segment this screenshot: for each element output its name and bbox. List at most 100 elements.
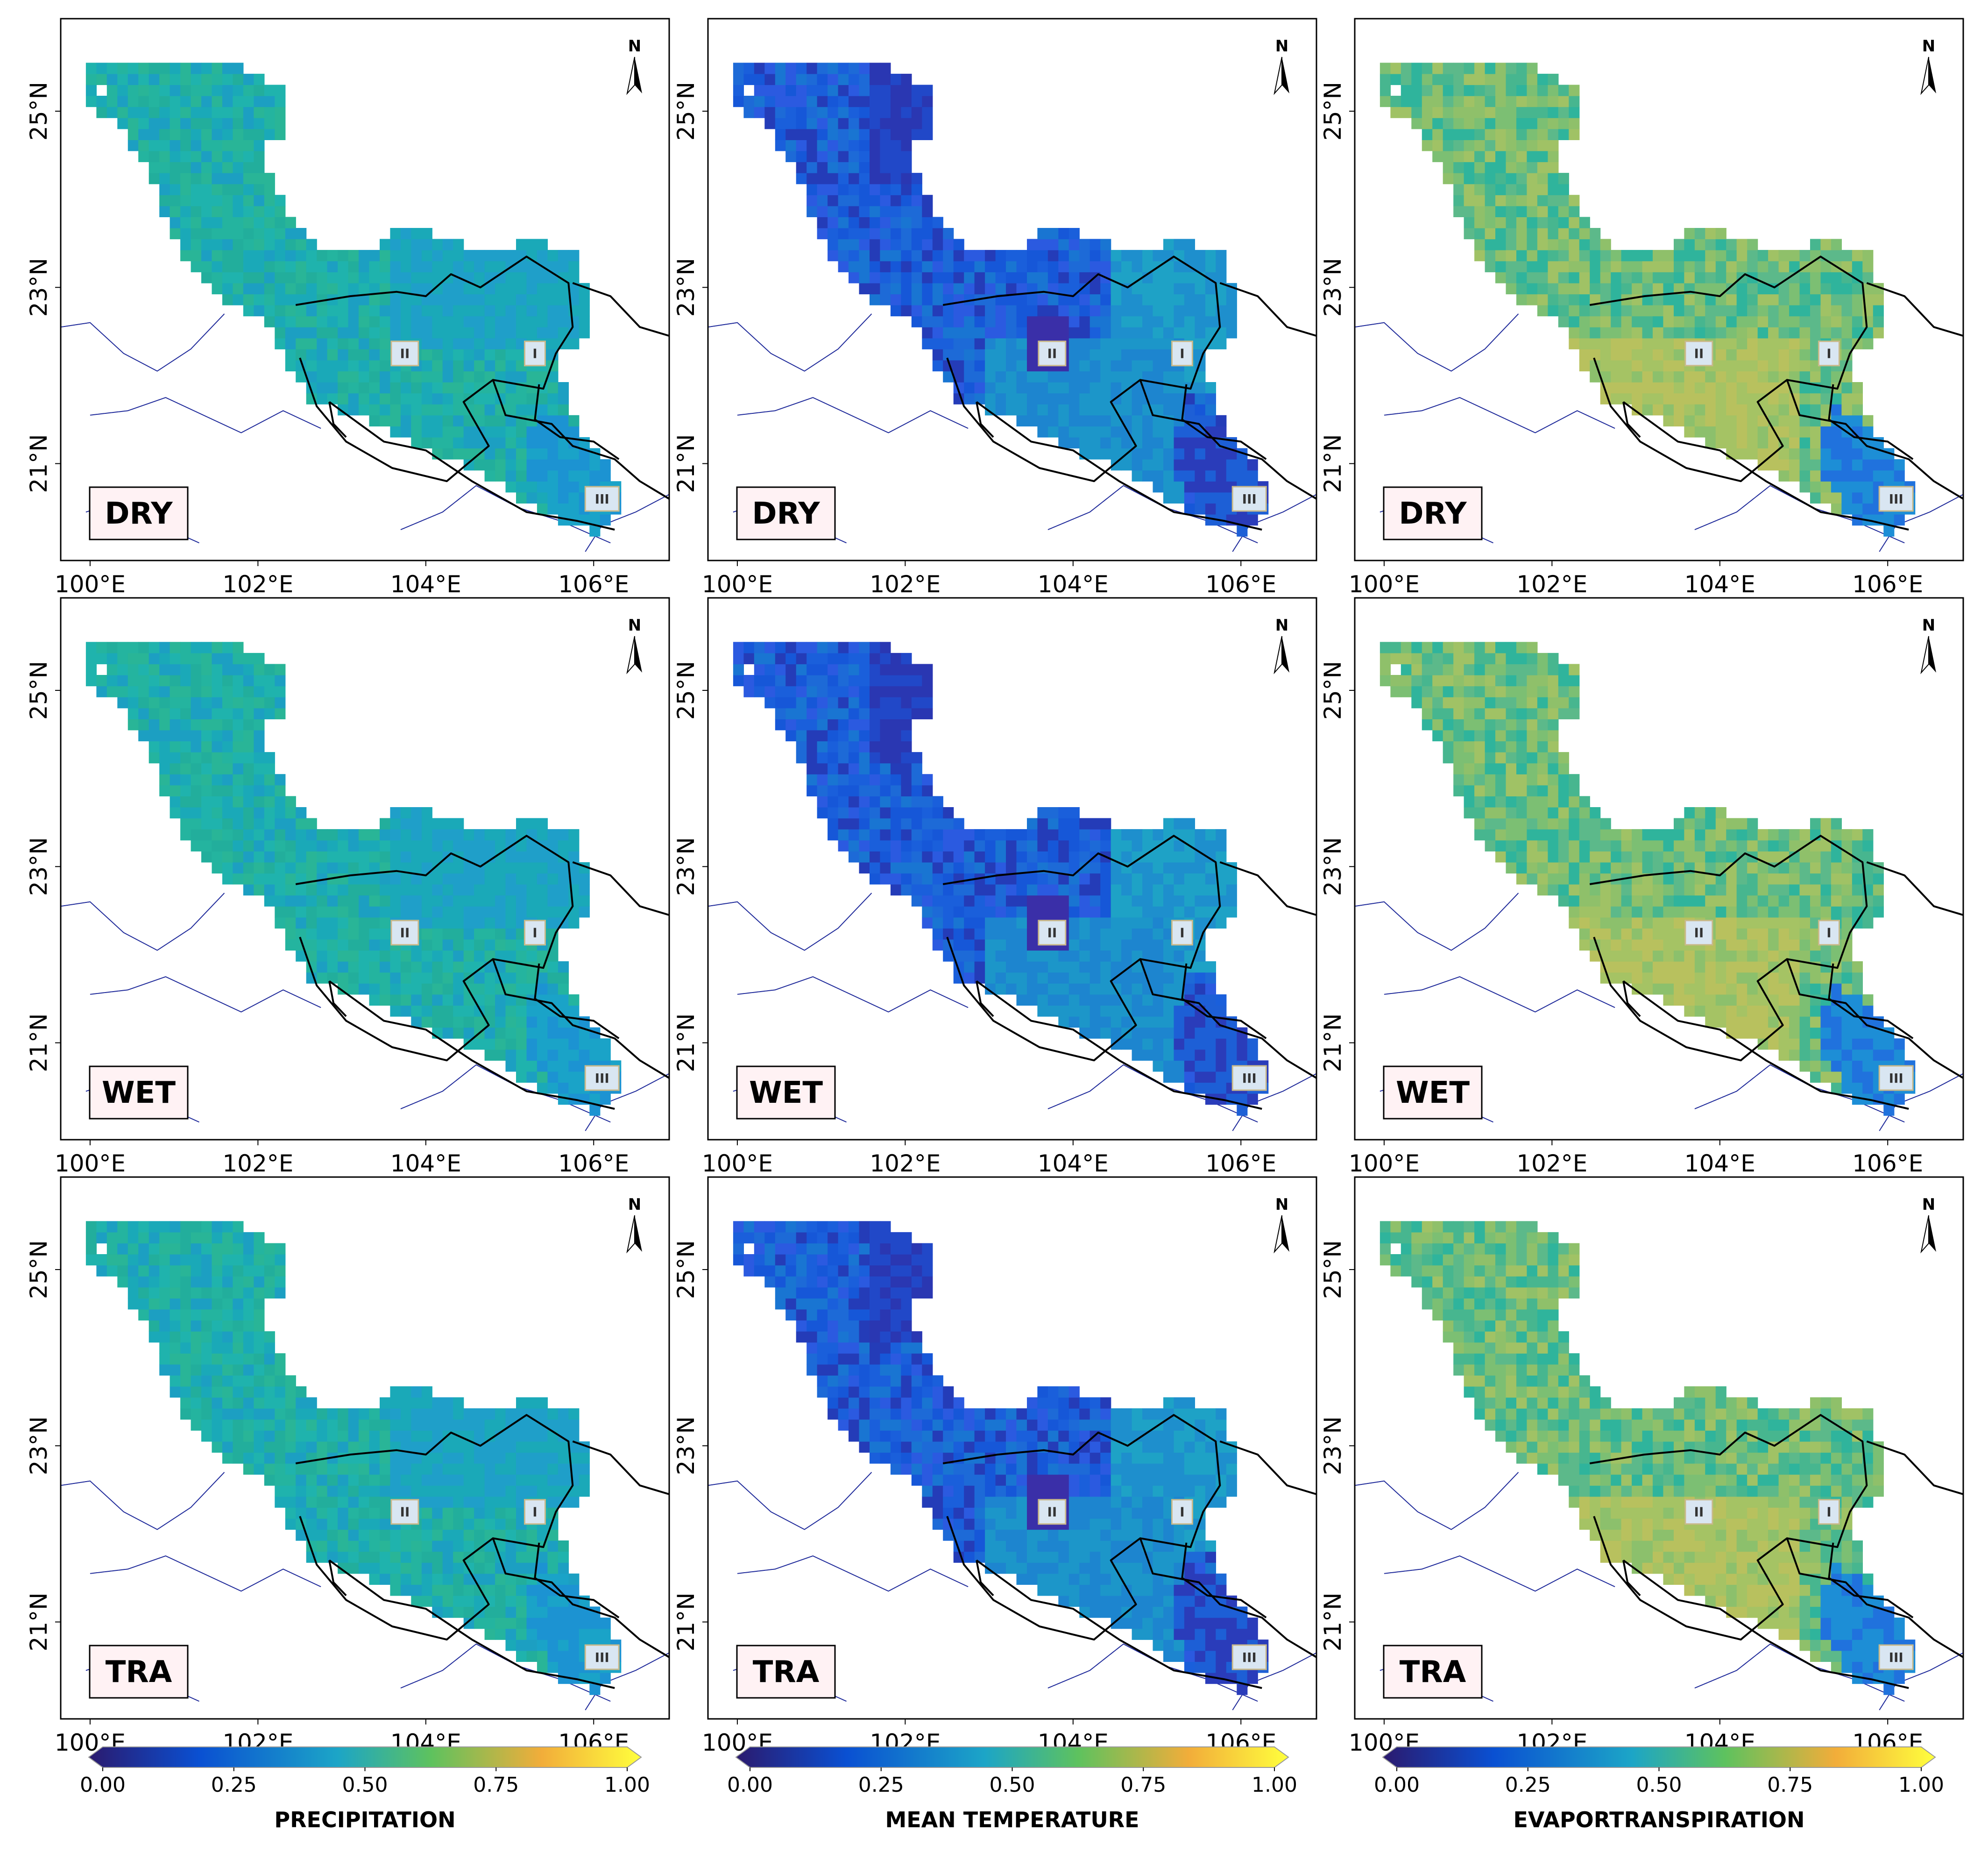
zone-label: I	[1826, 1504, 1831, 1520]
season-label-box	[1383, 1065, 1483, 1120]
colorbar-tick-label: 0.00	[727, 1773, 773, 1797]
y-tick-label: 25°N	[672, 1240, 700, 1299]
north-arrow-icon: N	[1920, 37, 1936, 95]
zone-label-box	[1038, 341, 1067, 367]
zone-label: I	[532, 346, 537, 362]
north-arrow-icon: N	[1920, 616, 1936, 674]
zone-label-box	[584, 1644, 620, 1670]
zone-label: I	[1180, 346, 1184, 362]
colorbar-tick-label: 0.00	[80, 1773, 126, 1797]
north-label: N	[628, 616, 641, 635]
colorbar-title: MEAN TEMPERATURE	[885, 1807, 1139, 1832]
zone-label: III	[1889, 1650, 1903, 1665]
x-tick-label: 102°E	[222, 571, 293, 598]
y-tick-label: 23°N	[672, 837, 700, 896]
colorbar-evap: 0.00 0.25 0.50 0.75 1.00 EVAPORTRANSPIRATION	[1374, 1746, 1944, 1832]
y-tick-label: 21°N	[25, 434, 52, 493]
colorbar-tick-label: 1.00	[1898, 1773, 1944, 1797]
y-tick-label: 23°N	[1319, 837, 1346, 896]
y-tick-label: 23°N	[672, 1416, 700, 1475]
season-label: DRY	[752, 497, 820, 531]
season-label: WET	[102, 1076, 176, 1110]
north-arrow-icon: N	[1273, 616, 1289, 674]
season-label-box	[1383, 486, 1483, 540]
y-tick-label: 21°N	[672, 1014, 700, 1072]
north-arrow-icon: N	[626, 37, 642, 95]
zone-label: II	[400, 346, 410, 362]
zone-label: I	[532, 925, 537, 941]
x-tick-label: 100°E	[55, 1150, 126, 1177]
zone-label-box	[1231, 1065, 1267, 1091]
zone-label-box	[524, 341, 546, 367]
y-tick-label: 21°N	[25, 1014, 52, 1072]
x-tick-label: 102°E	[222, 1150, 293, 1177]
y-tick-label: 23°N	[25, 1416, 52, 1475]
zone-label: III	[1889, 1071, 1903, 1086]
zone-label-box	[524, 920, 546, 946]
data-grid-cells	[85, 63, 622, 537]
zone-label-box	[1878, 1065, 1914, 1091]
season-label-box	[89, 1645, 189, 1699]
zone-label: I	[1180, 925, 1184, 941]
colorbar-precip: 0.00 0.25 0.50 0.75 1.00 PRECIPITATION	[80, 1746, 650, 1832]
x-tick-label: 102°E	[870, 571, 941, 598]
y-tick-label: 25°N	[1319, 1240, 1346, 1299]
zone-label-box	[1684, 341, 1713, 367]
x-tick-label: 104°E	[1038, 1150, 1109, 1177]
zone-label: II	[400, 1504, 410, 1520]
zone-label-box	[390, 1499, 419, 1525]
zone-label: II	[1694, 925, 1704, 941]
colorbar-tick-label: 0.75	[473, 1773, 519, 1797]
zone-label: III	[595, 1650, 609, 1665]
x-tick-label: 106°E	[1852, 571, 1923, 598]
colorbar-tick-label: 0.25	[858, 1773, 904, 1797]
north-label: N	[1275, 616, 1288, 635]
x-tick-label: 102°E	[870, 1150, 941, 1177]
y-tick-label: 25°N	[1319, 661, 1346, 720]
data-grid-cells	[85, 1221, 622, 1695]
zone-label-box	[584, 486, 620, 512]
season-label: WET	[1396, 1076, 1470, 1110]
y-tick-label: 25°N	[25, 1240, 52, 1299]
colorbar-title: PRECIPITATION	[274, 1807, 455, 1832]
data-grid-cells	[1380, 63, 1916, 537]
colorbar-tick-label: 0.00	[1374, 1773, 1420, 1797]
zone-label: I	[1180, 1504, 1184, 1520]
x-tick-label: 100°E	[1349, 1150, 1420, 1177]
season-label: WET	[749, 1076, 823, 1110]
x-tick-label: 104°E	[1038, 571, 1109, 598]
colorbar-gradient	[88, 1746, 642, 1768]
y-tick-label: 23°N	[1319, 258, 1346, 317]
zone-label-box	[1878, 486, 1914, 512]
zone-label: III	[1242, 1071, 1257, 1086]
data-grid-cells	[733, 642, 1269, 1116]
season-label: TRA	[753, 1655, 820, 1689]
north-arrow-icon: N	[626, 1195, 642, 1254]
zone-label-box	[1171, 1499, 1193, 1525]
y-tick-label: 21°N	[1319, 434, 1346, 493]
zone-label-box	[1818, 341, 1840, 367]
x-tick-label: 106°E	[558, 1150, 629, 1177]
zone-label-box	[1684, 920, 1713, 946]
y-tick-label: 23°N	[672, 258, 700, 317]
y-tick-label: 25°N	[1319, 82, 1346, 141]
zone-label-box	[1038, 920, 1067, 946]
zone-label-box	[390, 341, 419, 367]
y-tick-label: 23°N	[25, 837, 52, 896]
zone-label-box	[584, 1065, 620, 1091]
season-label-box	[736, 1065, 836, 1120]
x-tick-label: 102°E	[1516, 571, 1587, 598]
zone-label-box	[1231, 1644, 1267, 1670]
y-tick-label: 25°N	[672, 661, 700, 720]
data-grid-cells	[733, 1221, 1269, 1695]
zone-label: II	[1694, 346, 1704, 362]
north-label: N	[1922, 616, 1935, 635]
